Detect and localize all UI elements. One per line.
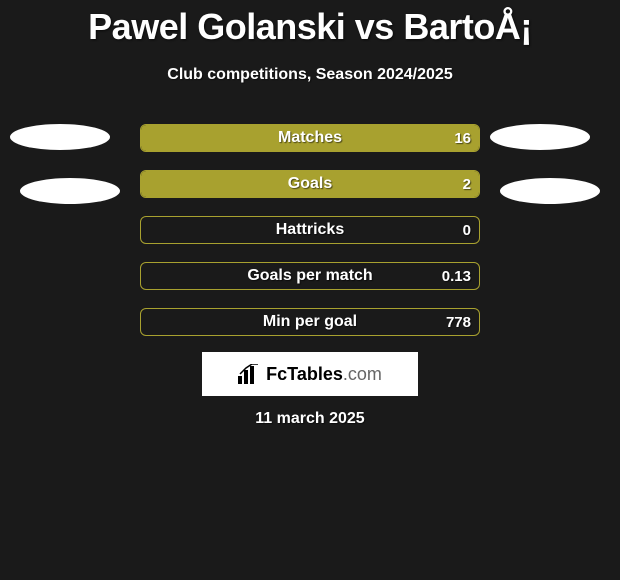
logo-text-tables: Tables [287,364,343,384]
page-title: Pawel Golanski vs BartoÅ¡ [0,0,620,48]
stat-bar-value: 778 [446,309,471,335]
stat-bar-label: Matches [141,125,479,151]
logo-text-suffix: .com [343,364,382,384]
logo-text-fc: Fc [266,364,287,384]
stat-bar: Hattricks 0 [140,216,480,244]
player-left-ellipse-2 [20,178,120,204]
stat-bar: Min per goal 778 [140,308,480,336]
bars-icon [238,364,260,384]
stat-bar-label: Hattricks [141,217,479,243]
player-right-ellipse-2 [500,178,600,204]
player-right-ellipse-1 [490,124,590,150]
player-left-ellipse-1 [10,124,110,150]
stat-bar: Goals per match 0.13 [140,262,480,290]
stats-bars: Matches 16 Goals 2 Hattricks 0 Goals per… [140,124,480,354]
logo-text: FcTables.com [266,364,382,385]
stat-bar-label: Min per goal [141,309,479,335]
logo-box: FcTables.com [202,352,418,396]
stat-bar-value: 2 [463,171,471,197]
stat-bar-value: 0.13 [442,263,471,289]
page-subtitle: Club competitions, Season 2024/2025 [0,66,620,84]
date-text: 11 march 2025 [0,410,620,428]
stat-bar-value: 16 [454,125,471,151]
stat-bar-label: Goals per match [141,263,479,289]
stat-bar-label: Goals [141,171,479,197]
stat-bar-value: 0 [463,217,471,243]
stat-bar: Matches 16 [140,124,480,152]
stat-bar: Goals 2 [140,170,480,198]
